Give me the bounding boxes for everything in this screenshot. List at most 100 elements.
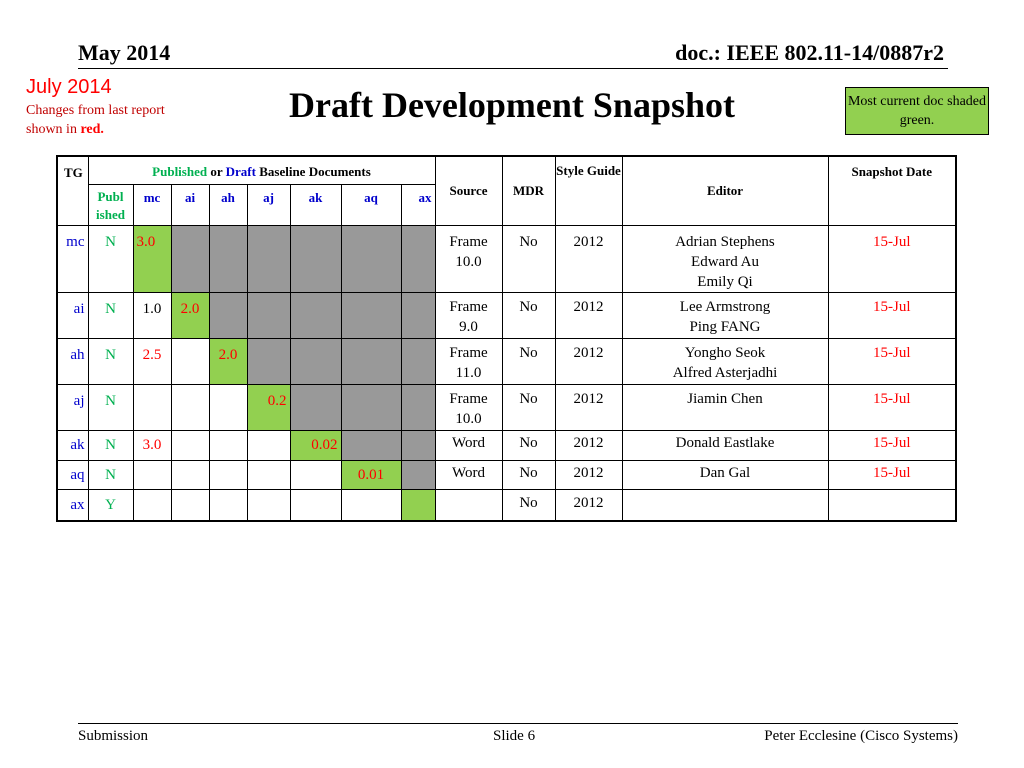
row-editors: Dan Gal — [621, 459, 829, 490]
row-source: Frame 11.0 — [434, 337, 503, 385]
header-col-ak: ak — [289, 183, 342, 226]
row-editors: Lee Armstrong Ping FANG — [621, 291, 829, 339]
row-source-line: Word — [452, 464, 485, 481]
row-source: Frame 10.0 — [434, 383, 503, 431]
header-baseline-documents: Published or Draft Baseline Documents — [87, 155, 436, 185]
row-source-line: Frame — [449, 298, 488, 315]
row-editors: Donald Eastlake — [621, 429, 829, 461]
row-tg: aq — [56, 459, 89, 490]
row-tg: ah — [56, 337, 89, 385]
header-col-ax: ax — [400, 183, 436, 226]
row-baseline-ai — [170, 459, 210, 490]
row-tg: ak — [56, 429, 89, 461]
row-editors: Jiamin Chen — [621, 383, 829, 431]
header-date: May 2014 — [78, 40, 171, 65]
row-snapshot-date: 15-Jul — [827, 291, 957, 339]
row-published: N — [87, 337, 134, 385]
row-baseline-aq — [340, 337, 402, 385]
table-row-mc: mc N 3.0 Frame 10.0 No 2012 Adrian Steph… — [56, 224, 957, 293]
row-source — [434, 488, 503, 522]
row-snapshot-date: 15-Jul — [827, 429, 957, 461]
row-baseline-mc — [132, 488, 172, 522]
row-baseline-mc: 3.0 — [132, 224, 172, 293]
header-style-guide: Style Guide — [554, 155, 623, 226]
row-mdr: No — [501, 459, 556, 490]
row-mdr: No — [501, 429, 556, 461]
row-baseline-ai — [170, 337, 210, 385]
table-row-aj: aj N 0.2 Frame 10.0 No 2012 Jiamin Chen … — [56, 383, 957, 431]
legend-note: Most current doc shaded green. — [845, 87, 989, 135]
header-mdr: MDR — [501, 155, 556, 226]
row-style-guide: 2012 — [554, 224, 623, 293]
row-style-guide: 2012 — [554, 429, 623, 461]
row-style-guide: 2012 — [554, 291, 623, 339]
row-tg: mc — [56, 224, 89, 293]
header-published: Publ ished — [87, 183, 134, 226]
footer-author: Peter Ecclesine (Cisco Systems) — [764, 728, 958, 744]
row-baseline-aq: 0.01 — [340, 459, 402, 490]
row-snapshot-date: 15-Jul — [827, 337, 957, 385]
header-or-word: or — [207, 164, 226, 179]
header-col-mc: mc — [132, 183, 172, 226]
row-baseline-aj — [246, 291, 291, 339]
row-baseline-ax — [400, 291, 436, 339]
row-editor-name: Donald Eastlake — [675, 434, 775, 451]
row-baseline-aj — [246, 488, 291, 522]
row-source-line: 10.0 — [455, 253, 482, 270]
row-baseline-ak — [289, 383, 342, 431]
row-editor-name: Dan Gal — [699, 464, 751, 481]
header-col-ai: ai — [170, 183, 210, 226]
row-baseline-ak — [289, 337, 342, 385]
changes-note-text: Changes from last report shown in — [26, 103, 165, 137]
row-baseline-mc — [132, 459, 172, 490]
row-baseline-aj — [246, 459, 291, 490]
row-published: N — [87, 383, 134, 431]
header-col-aj: aj — [246, 183, 291, 226]
row-baseline-aq — [340, 488, 402, 522]
row-published: Y — [87, 488, 134, 522]
header-col-aq: aq — [340, 183, 402, 226]
row-source-line: 9.0 — [459, 318, 478, 335]
row-baseline-mc: 2.5 — [132, 337, 172, 385]
row-baseline-ah — [208, 429, 248, 461]
row-tg: aj — [56, 383, 89, 431]
header-baseline-rest: Baseline Documents — [255, 164, 371, 179]
header-tg: TG — [56, 155, 89, 226]
row-baseline-ai — [170, 488, 210, 522]
row-baseline-aq — [340, 383, 402, 431]
row-editor-name: Adrian Stephens — [675, 233, 775, 250]
row-editor-name: Ping FANG — [689, 318, 761, 335]
row-baseline-ax — [400, 383, 436, 431]
row-snapshot-date: 15-Jul — [827, 224, 957, 293]
row-tg: ai — [56, 291, 89, 339]
table-row-ai: ai N 1.0 2.0 Frame 9.0 No 2012 Lee Armst… — [56, 291, 957, 339]
row-source-line: 11.0 — [455, 364, 482, 381]
row-baseline-ax — [400, 459, 436, 490]
row-mdr: No — [501, 291, 556, 339]
footer-slide-number: Slide 6 — [493, 728, 536, 744]
header-source: Source — [434, 155, 503, 226]
row-baseline-ah — [208, 383, 248, 431]
row-editor-name: Yongho Seok — [684, 344, 766, 361]
row-baseline-mc: 1.0 — [132, 291, 172, 339]
row-source-line: Frame — [449, 390, 488, 407]
changes-note: Changes from last report shown in red. — [26, 101, 176, 139]
row-editors — [621, 488, 829, 522]
row-baseline-ai — [170, 429, 210, 461]
row-style-guide: 2012 — [554, 337, 623, 385]
row-baseline-aj: 0.2 — [246, 383, 291, 431]
row-published: N — [87, 459, 134, 490]
footer-divider — [78, 723, 958, 724]
row-baseline-ak — [289, 459, 342, 490]
header-draft-word: Draft — [225, 164, 256, 179]
row-style-guide: 2012 — [554, 488, 623, 522]
row-mdr: No — [501, 337, 556, 385]
header-doc-id: doc.: IEEE 802.11-14/0887r2 — [675, 40, 944, 65]
row-mdr: No — [501, 224, 556, 293]
row-baseline-aq — [340, 291, 402, 339]
row-editor-name: Alfred Asterjadhi — [672, 364, 778, 381]
row-baseline-ax — [400, 224, 436, 293]
row-baseline-ah — [208, 459, 248, 490]
row-baseline-ax — [400, 429, 436, 461]
row-editor-name: Edward Au — [691, 253, 759, 270]
